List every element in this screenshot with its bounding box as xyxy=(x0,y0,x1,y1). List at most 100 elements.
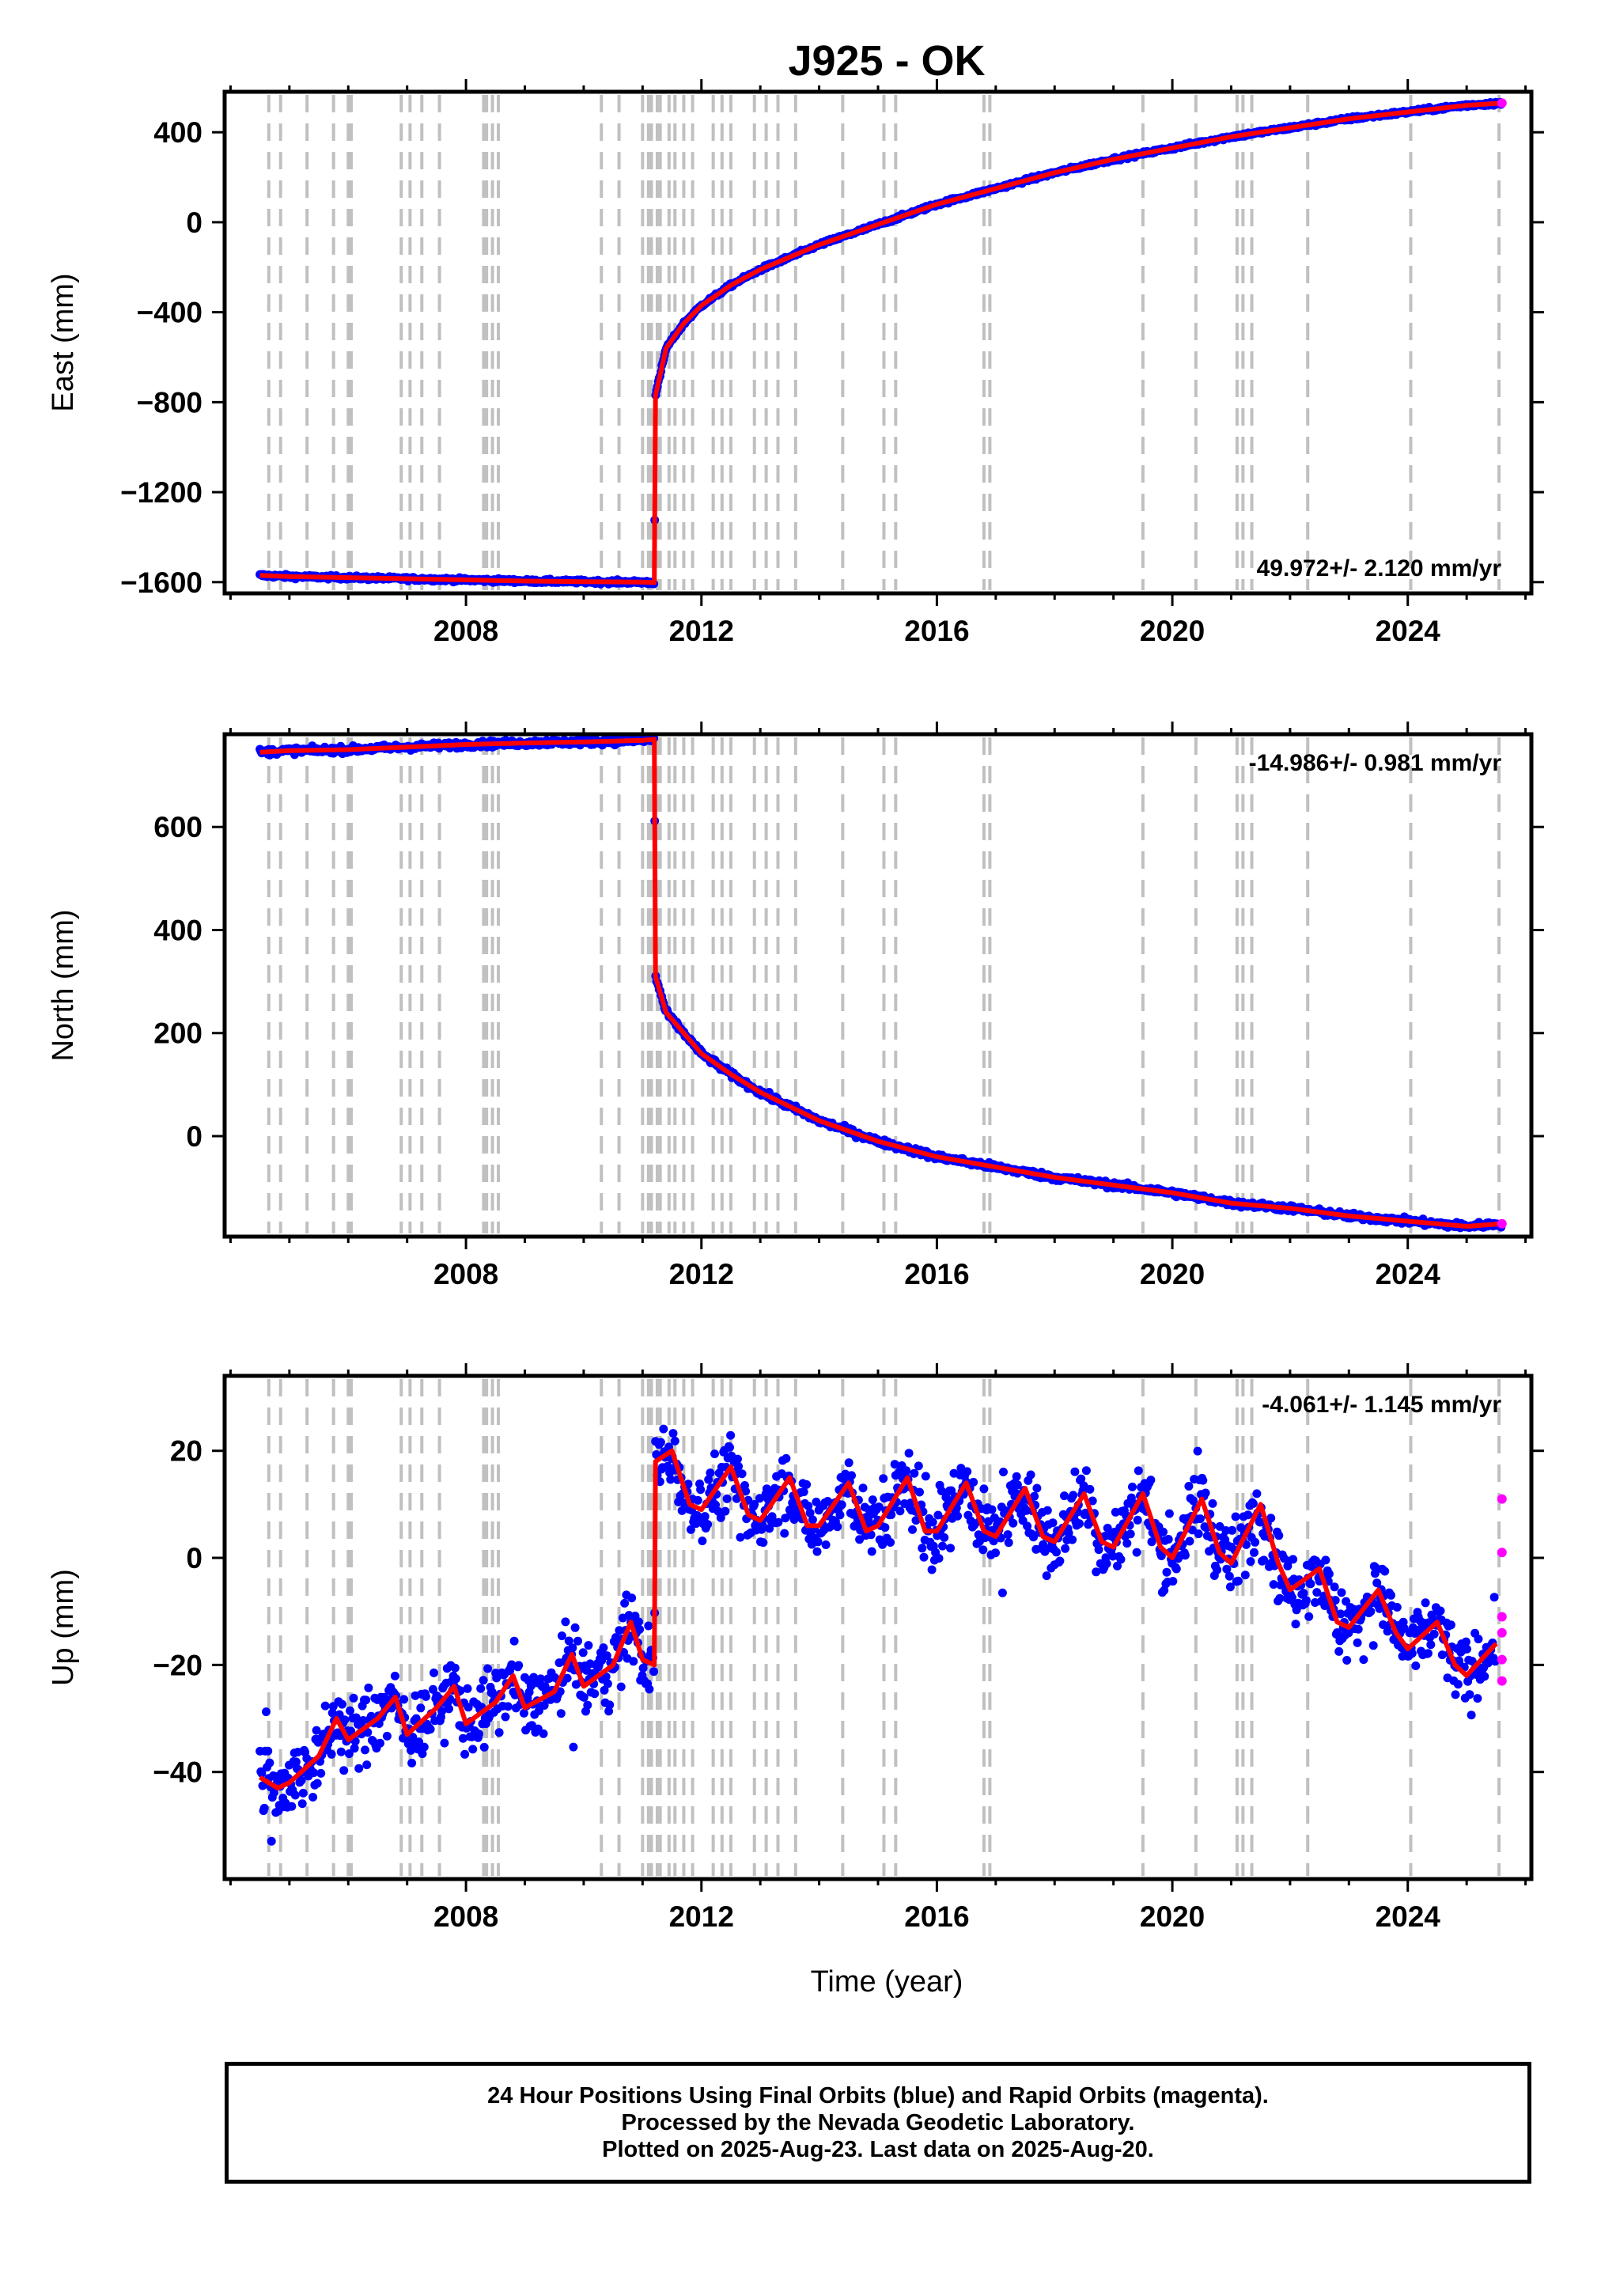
up-data-point xyxy=(812,1547,822,1556)
up-data-point xyxy=(1052,1548,1061,1557)
north-velocity-label: -14.986+/- 0.981 mm/yr xyxy=(1249,750,1502,776)
up-y-tick-label: 20 xyxy=(170,1435,202,1468)
up-data-point xyxy=(750,1500,759,1509)
up-data-point xyxy=(1092,1567,1101,1577)
up-data-point xyxy=(358,1716,368,1725)
up-data-point xyxy=(464,1703,473,1712)
up-data-point xyxy=(919,1552,929,1562)
up-data-point xyxy=(1368,1641,1378,1650)
north-final-orbit-points xyxy=(255,733,1506,1233)
up-data-point xyxy=(1269,1580,1278,1589)
up-data-point xyxy=(263,1746,273,1756)
up-y-tick-label: −20 xyxy=(153,1649,202,1681)
up-data-point xyxy=(1023,1521,1032,1531)
up-data-point xyxy=(1215,1521,1224,1531)
up-data-point xyxy=(418,1749,427,1759)
up-data-point xyxy=(590,1689,600,1699)
up-rapid-point-2 xyxy=(1497,1612,1507,1622)
up-y-axis-label: Up (mm) xyxy=(47,1569,80,1686)
up-data-point xyxy=(536,1674,546,1684)
up-data-point xyxy=(437,1707,447,1716)
up-data-point xyxy=(316,1768,326,1778)
up-data-point xyxy=(725,1442,734,1452)
up-data-point xyxy=(1274,1531,1284,1540)
up-data-point xyxy=(1461,1637,1470,1646)
up-data-point xyxy=(501,1712,510,1722)
up-data-point xyxy=(1156,1552,1166,1560)
east-x-tick-label: 2020 xyxy=(1140,615,1205,647)
east-y-tick-label: −1600 xyxy=(120,566,202,599)
up-data-point xyxy=(928,1517,937,1527)
up-data-point xyxy=(475,1730,483,1739)
up-data-point xyxy=(997,1588,1007,1597)
up-data-point xyxy=(265,1758,274,1767)
up-data-point xyxy=(774,1517,783,1527)
up-data-point xyxy=(758,1521,767,1530)
up-data-point xyxy=(847,1471,856,1480)
up-data-point xyxy=(693,1495,702,1505)
up-data-point xyxy=(1465,1690,1474,1699)
up-data-point xyxy=(649,1667,658,1677)
up-data-point xyxy=(1246,1557,1255,1567)
up-data-point xyxy=(963,1467,972,1476)
up-data-point xyxy=(297,1775,306,1785)
up-data-point xyxy=(813,1537,823,1547)
up-data-point xyxy=(726,1430,736,1440)
up-x-tick-label: 2016 xyxy=(904,1900,969,1933)
up-data-point xyxy=(1159,1527,1168,1536)
up-data-point xyxy=(603,1679,612,1688)
up-data-point xyxy=(902,1466,911,1476)
up-data-point xyxy=(557,1631,566,1641)
up-data-point xyxy=(1243,1510,1253,1520)
up-data-point xyxy=(759,1538,768,1548)
up-data-point xyxy=(366,1711,376,1721)
up-data-point xyxy=(258,1781,267,1790)
north-y-tick-label: 0 xyxy=(186,1120,202,1153)
up-data-point xyxy=(338,1699,346,1709)
up-data-point xyxy=(451,1674,460,1684)
up-data-point xyxy=(999,1468,1008,1476)
up-data-point xyxy=(844,1458,853,1468)
up-data-point xyxy=(887,1510,896,1520)
up-data-point xyxy=(821,1540,831,1549)
up-data-point xyxy=(638,1663,648,1673)
up-data-point xyxy=(1133,1515,1142,1525)
up-x-tick-label: 2024 xyxy=(1376,1900,1441,1933)
up-data-point xyxy=(267,1836,276,1846)
up-data-point xyxy=(734,1461,744,1471)
up-data-point xyxy=(858,1483,868,1493)
up-data-point xyxy=(1103,1523,1112,1533)
up-data-point xyxy=(1061,1544,1070,1553)
up-data-point xyxy=(1324,1569,1334,1578)
up-data-point xyxy=(287,1802,297,1811)
up-y-tick-label: −40 xyxy=(153,1756,202,1789)
up-data-point xyxy=(382,1731,392,1741)
up-data-point xyxy=(1088,1496,1097,1506)
up-data-point xyxy=(1116,1555,1126,1564)
up-data-point xyxy=(1094,1545,1103,1555)
up-data-point xyxy=(1208,1498,1217,1508)
up-final-orbit-points xyxy=(255,1424,1500,1846)
up-data-point xyxy=(921,1472,930,1481)
up-data-point xyxy=(445,1704,453,1714)
up-data-point xyxy=(804,1502,813,1510)
up-data-point xyxy=(1128,1482,1137,1491)
up-data-point xyxy=(350,1744,359,1753)
up-data-point xyxy=(696,1485,706,1495)
up-data-point xyxy=(361,1695,371,1705)
up-data-point xyxy=(710,1449,719,1459)
up-data-point xyxy=(1489,1593,1499,1602)
up-data-point xyxy=(346,1706,354,1715)
up-data-point xyxy=(327,1749,336,1759)
up-data-point xyxy=(895,1506,905,1516)
up-data-point xyxy=(946,1544,955,1553)
up-data-point xyxy=(1032,1483,1042,1493)
up-data-point xyxy=(969,1477,978,1487)
up-data-point xyxy=(1193,1446,1202,1456)
up-data-point xyxy=(320,1701,330,1711)
up-data-point xyxy=(1012,1480,1022,1490)
up-data-point xyxy=(407,1758,417,1767)
up-data-point xyxy=(979,1484,989,1494)
up-data-point xyxy=(1474,1635,1483,1644)
